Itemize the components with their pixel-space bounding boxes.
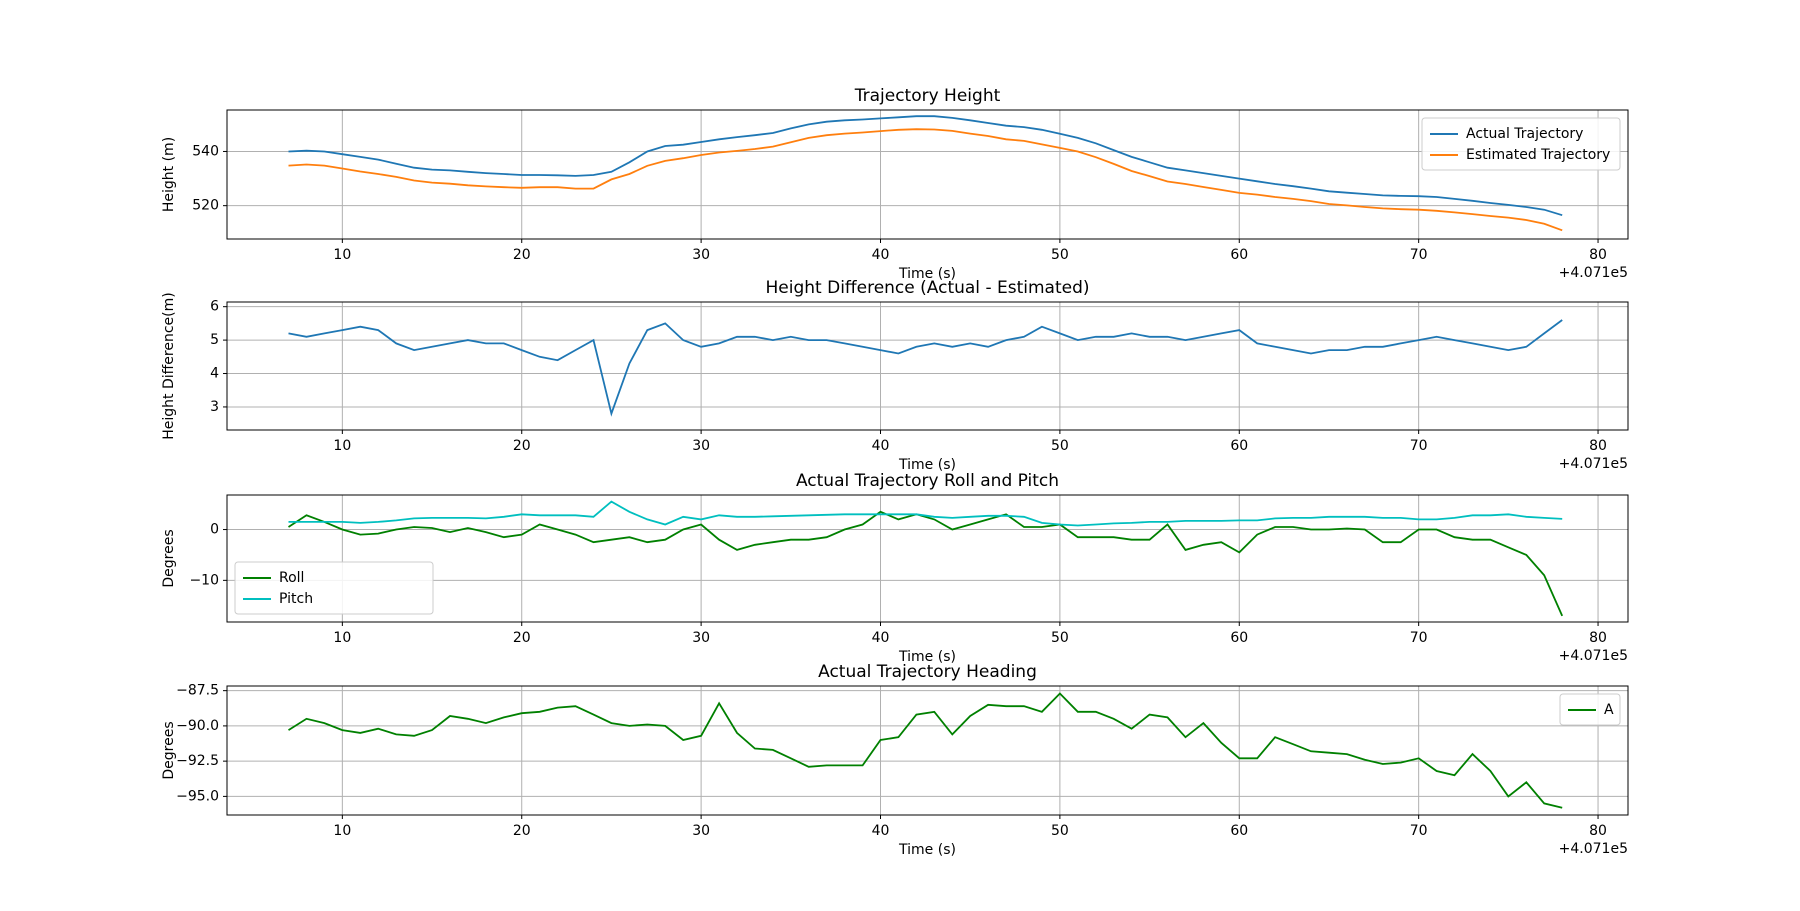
x-tick-label: 60 xyxy=(1230,823,1248,839)
x-axis-label: Time (s) xyxy=(898,649,956,665)
x-tick-label: 10 xyxy=(333,247,351,263)
y-tick-label: 540 xyxy=(192,143,219,159)
chart-title: Height Difference (Actual - Estimated) xyxy=(766,278,1090,298)
x-tick-label: 30 xyxy=(692,823,710,839)
x-tick-label: 70 xyxy=(1410,438,1428,454)
y-tick-label: 4 xyxy=(210,366,219,382)
y-tick-label: −95.0 xyxy=(176,788,219,804)
x-tick-label: 30 xyxy=(692,438,710,454)
x-tick-label: 20 xyxy=(513,823,531,839)
plot-frame xyxy=(226,494,1629,623)
y-tick-label: −10 xyxy=(189,572,219,588)
y-tick-label: 5 xyxy=(210,332,219,348)
x-tick-label: 50 xyxy=(1051,247,1069,263)
y-tick-label: 6 xyxy=(210,299,219,315)
y-tick-label: −90.0 xyxy=(176,718,219,734)
chart-title: Actual Trajectory Roll and Pitch xyxy=(796,471,1059,491)
legend-label: Actual Trajectory xyxy=(1466,126,1583,142)
x-tick-label: 20 xyxy=(513,438,531,454)
y-tick-label: 3 xyxy=(210,399,219,415)
x-tick-label: 60 xyxy=(1230,247,1248,263)
legend: A xyxy=(1559,693,1621,726)
x-tick-label: 40 xyxy=(872,247,890,263)
x-tick-label: 40 xyxy=(872,438,890,454)
x-tick-label: 30 xyxy=(692,247,710,263)
x-tick-label: 70 xyxy=(1410,630,1428,646)
x-tick-label: 60 xyxy=(1230,438,1248,454)
chart-title: Trajectory Height xyxy=(854,86,1001,106)
legend-label: Roll xyxy=(279,570,304,586)
series-line xyxy=(288,510,1564,617)
x-tick-label: 80 xyxy=(1589,438,1607,454)
x-tick-label: 10 xyxy=(333,823,351,839)
y-axis-label: Height Difference(m) xyxy=(161,292,177,439)
x-tick-label: 20 xyxy=(513,247,531,263)
x-axis-label: Time (s) xyxy=(898,266,956,282)
x-tick-label: 60 xyxy=(1230,630,1248,646)
x-offset-label: +4.071e5 xyxy=(1559,265,1628,281)
x-tick-label: 20 xyxy=(513,630,531,646)
x-offset-label: +4.071e5 xyxy=(1559,841,1628,857)
x-tick-label: 10 xyxy=(333,630,351,646)
y-axis-label: Degrees xyxy=(161,529,177,587)
x-axis-label: Time (s) xyxy=(898,457,956,473)
legend-box xyxy=(234,561,434,615)
x-tick-label: 10 xyxy=(333,438,351,454)
series-line xyxy=(288,500,1563,527)
chart-title: Actual Trajectory Heading xyxy=(818,662,1037,682)
series-line xyxy=(288,692,1563,809)
y-axis-label: Height (m) xyxy=(161,137,177,212)
x-offset-label: +4.071e5 xyxy=(1559,456,1628,472)
y-tick-label: −87.5 xyxy=(176,683,219,699)
x-tick-label: 70 xyxy=(1410,823,1428,839)
series-line xyxy=(288,319,1563,417)
plot-frame xyxy=(226,685,1629,816)
x-tick-label: 50 xyxy=(1051,438,1069,454)
y-tick-label: 520 xyxy=(192,198,219,214)
legend-label: Estimated Trajectory xyxy=(1466,147,1610,163)
y-axis-label: Degrees xyxy=(161,721,177,779)
x-tick-label: 70 xyxy=(1410,247,1428,263)
series-line xyxy=(288,128,1563,232)
x-offset-label: +4.071e5 xyxy=(1559,648,1628,664)
x-axis-label: Time (s) xyxy=(898,842,956,858)
x-tick-label: 40 xyxy=(872,823,890,839)
y-tick-label: −92.5 xyxy=(176,753,219,769)
legend-label: A xyxy=(1604,702,1614,718)
x-tick-label: 80 xyxy=(1589,247,1607,263)
legend-label: Pitch xyxy=(279,591,313,607)
plot-frame xyxy=(226,109,1629,240)
y-tick-label: 0 xyxy=(210,522,219,538)
x-tick-label: 30 xyxy=(692,630,710,646)
x-tick-label: 80 xyxy=(1589,630,1607,646)
x-tick-label: 50 xyxy=(1051,823,1069,839)
series-line xyxy=(288,115,1563,217)
x-tick-label: 80 xyxy=(1589,823,1607,839)
plot-frame xyxy=(226,301,1629,431)
x-tick-label: 50 xyxy=(1051,630,1069,646)
legend-box xyxy=(1421,117,1621,171)
legend: Roll Pitch xyxy=(234,561,434,615)
legend: Actual Trajectory Estimated Trajectory xyxy=(1421,117,1621,171)
x-tick-label: 40 xyxy=(872,630,890,646)
